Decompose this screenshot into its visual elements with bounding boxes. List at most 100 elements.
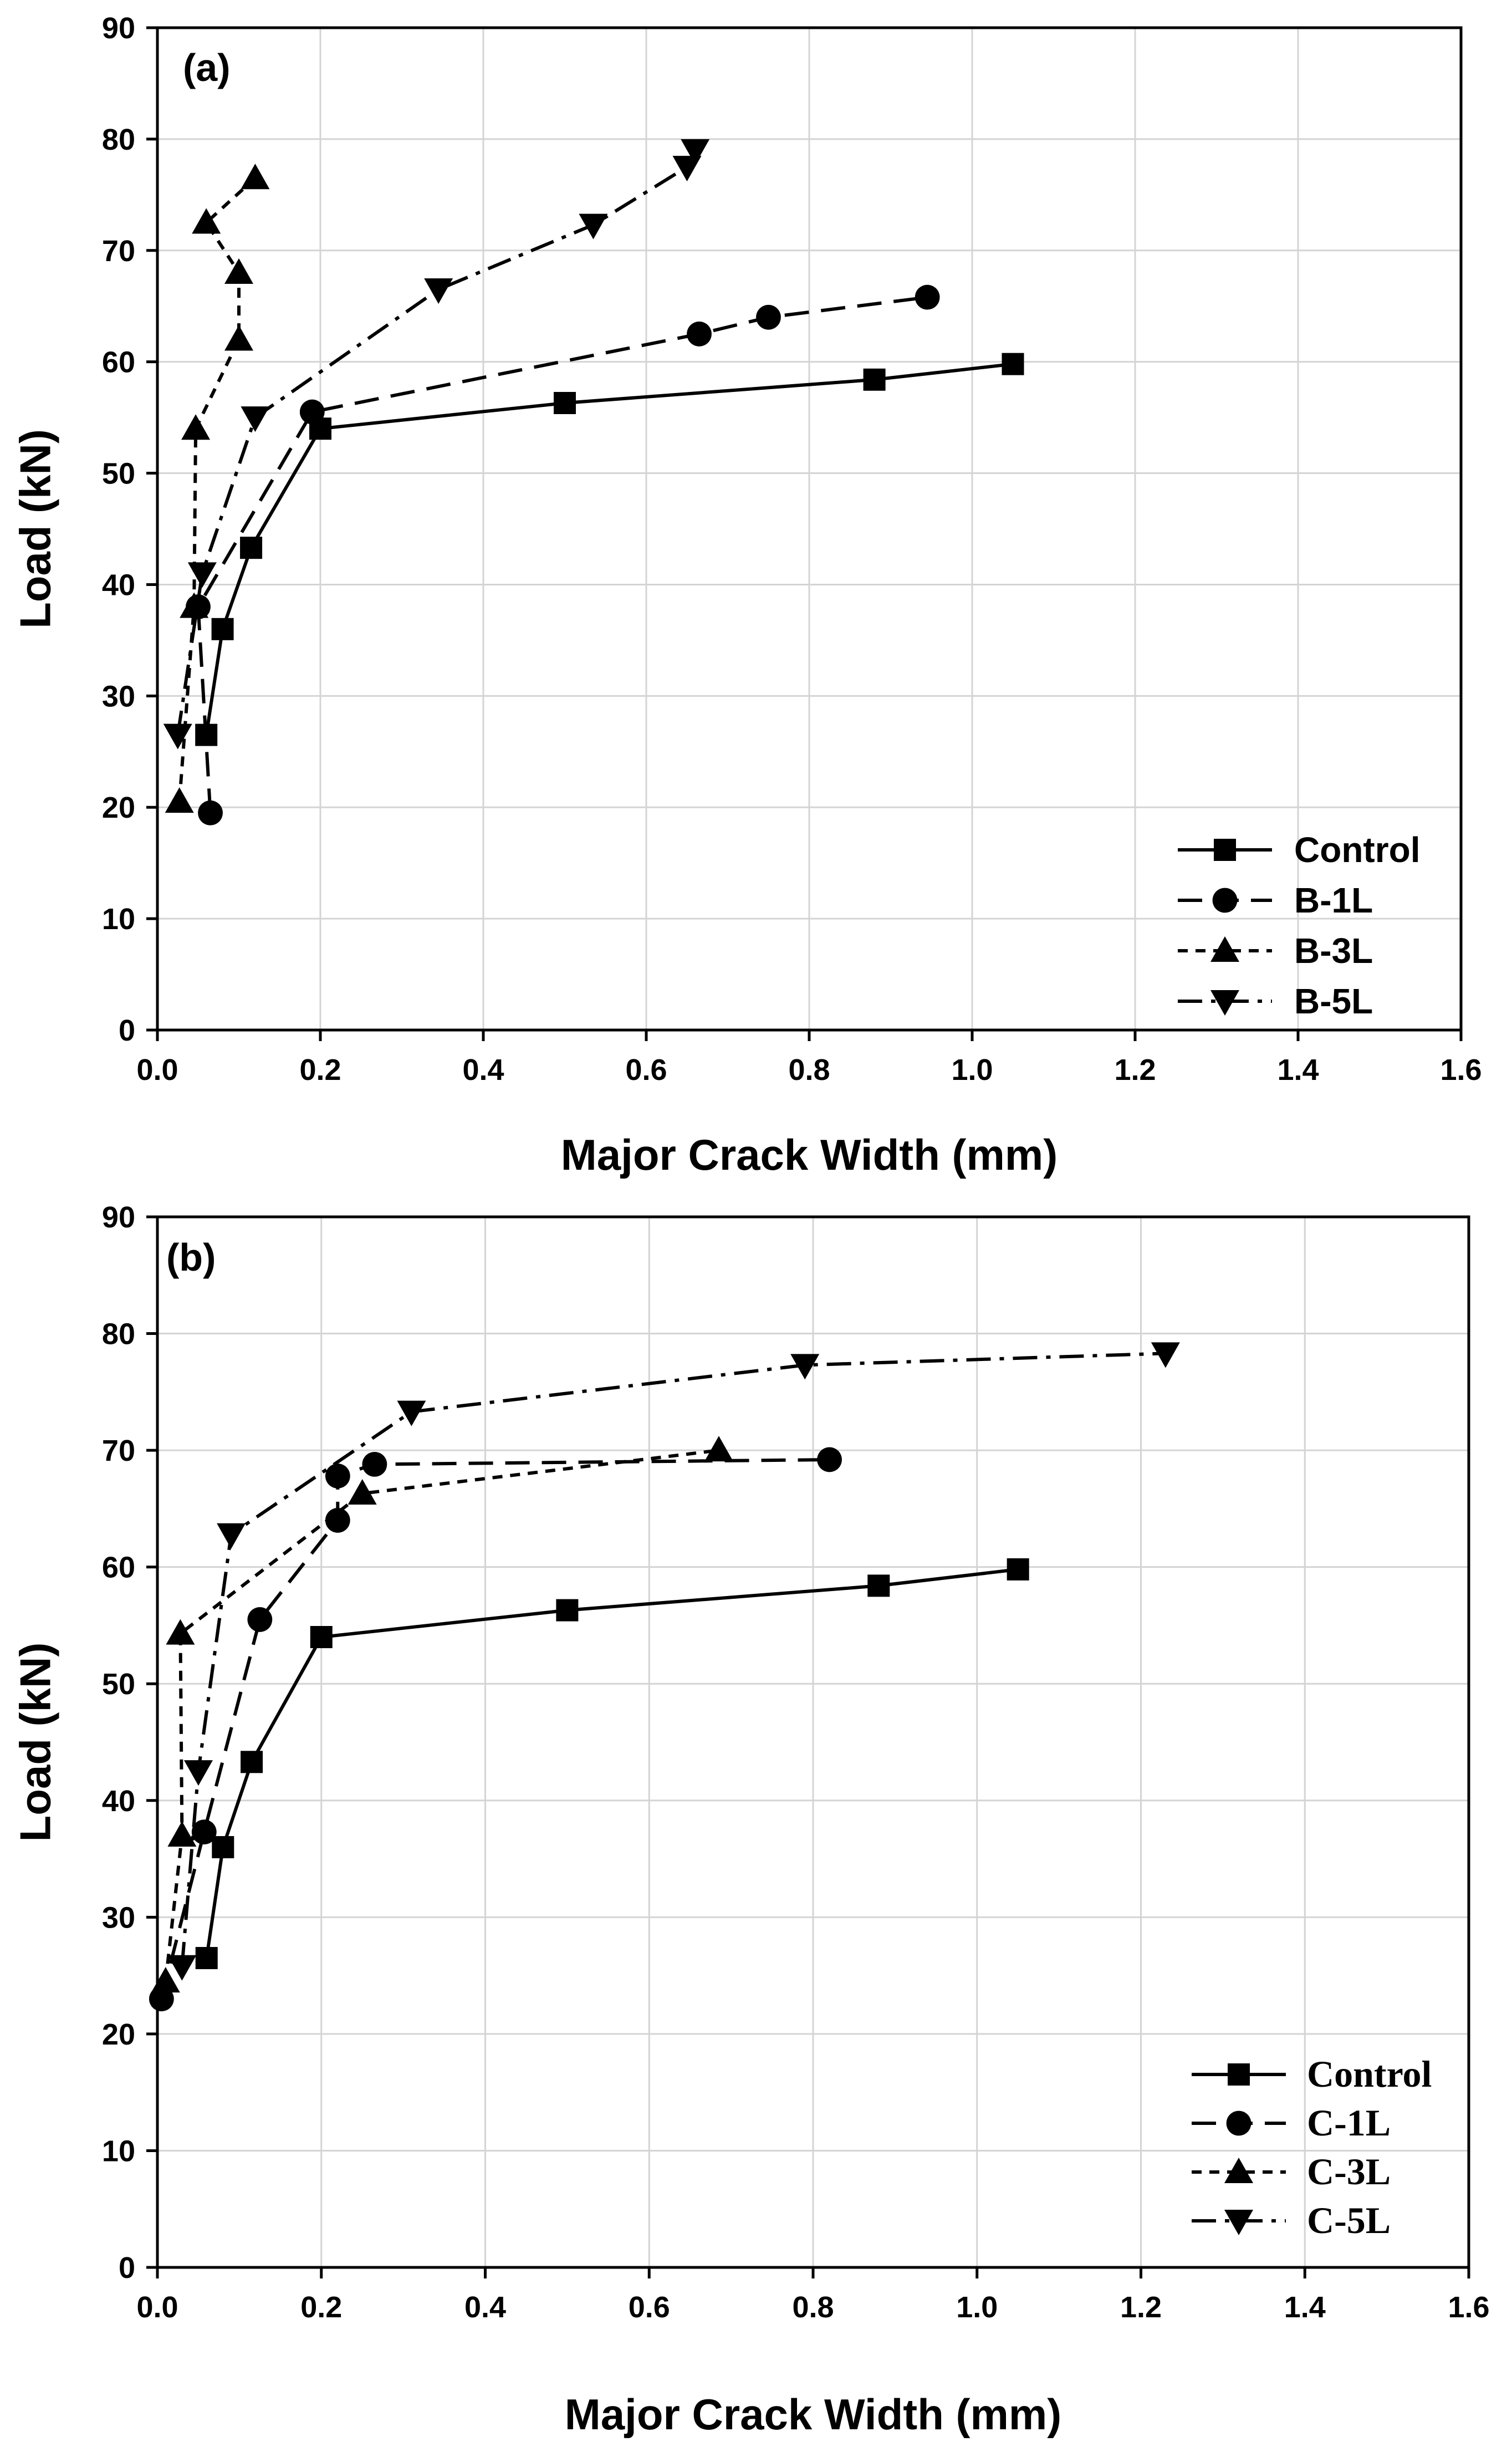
series-C-3L-line (164, 1449, 719, 1982)
legend-label: B-1L (1294, 880, 1373, 920)
y-tick-label: 30 (102, 1901, 135, 1934)
series-B-5L-point (681, 139, 710, 165)
y-tick-label: 50 (102, 457, 135, 491)
series-Control-point (863, 368, 886, 391)
legend-marker (1210, 990, 1239, 1016)
panel-a-legend: Control B-1L B-3L B-5L (1178, 830, 1421, 1021)
x-tick-label: 0.2 (300, 2291, 342, 2324)
x-tick-label: 0.6 (625, 1053, 667, 1087)
series-B-3L (165, 164, 270, 813)
series-B-1L-line (196, 295, 928, 813)
series-C-1L-point (325, 1508, 350, 1533)
series-B-1L-point (756, 304, 781, 330)
x-tick-label: 0.4 (464, 2291, 506, 2324)
x-tick-label: 1.6 (1440, 1053, 1482, 1087)
series-C-1L-point (362, 1451, 387, 1477)
y-tick-label: 60 (102, 346, 135, 379)
series-B-1L (186, 284, 940, 825)
x-tick-label: 1.0 (951, 1053, 993, 1087)
x-tick-label: 0.0 (136, 2291, 178, 2324)
x-tick-label: 0.8 (792, 2291, 834, 2324)
x-tick-label: 1.6 (1448, 2291, 1489, 2324)
series-Control-point (1007, 1558, 1029, 1581)
series-Control-point (1002, 353, 1024, 375)
series-Control-point (195, 1947, 218, 1970)
series-C-1L-point (149, 1986, 174, 2012)
y-tick-label: 80 (102, 1318, 135, 1351)
x-tick-label: 0.4 (462, 1053, 504, 1087)
legend-marker (1228, 2063, 1250, 2086)
series-C-1L-point (817, 1447, 842, 1472)
y-tick-label: 70 (102, 235, 135, 268)
series-C-3L-point (151, 1967, 180, 1993)
series-Control-point (310, 1626, 333, 1648)
y-tick-label: 10 (102, 903, 135, 936)
series-C-5L (167, 1342, 1180, 1981)
series-B-3L-point (192, 208, 221, 234)
legend-marker (1214, 839, 1236, 861)
y-tick-label: 60 (102, 1551, 135, 1584)
panel-b-y-axis-title: Load (kN) (11, 1643, 60, 1842)
series-C-1L-point (247, 1607, 273, 1632)
series-C-5L-point (167, 1955, 197, 1981)
series-C-1L-point (325, 1464, 350, 1488)
y-tick-label: 0 (119, 1014, 135, 1047)
y-tick-label: 40 (102, 568, 135, 601)
series-Control-point (241, 1751, 263, 1773)
series-Control-point (211, 618, 234, 640)
series-C-1L (149, 1447, 842, 2012)
series-B-3L-point (165, 787, 194, 813)
legend-label: Control (1307, 2053, 1432, 2095)
series-B-5L-point (424, 278, 453, 304)
series-B-5L-point (187, 562, 217, 588)
panel-a-gridlines (157, 28, 1461, 1030)
panel-b-chart: 0.0 0.2 0.4 0.6 0.8 1.0 1.2 1.4 1.6 0 10 20 30 40 50 60… (11, 1201, 1490, 2439)
series-B-3L-point (180, 592, 209, 618)
panel-a-chart: 0.0 0.2 0.4 0.6 0.8 1.0 1.2 1.4 1.6 0 10 20 30 40 50 60… (11, 12, 1482, 1179)
panel-a-label: (a) (183, 46, 231, 89)
series-B-1L-point (198, 800, 223, 825)
legend-label: Control (1294, 830, 1421, 870)
y-tick-label: 0 (119, 2251, 135, 2285)
series-B-1L-point (299, 399, 325, 425)
x-tick-label: 0.2 (299, 1053, 341, 1087)
series-B-3L-point (224, 325, 253, 351)
series-C-5L-line (180, 1352, 1166, 1967)
panel-b-x-axis-title: Major Crack Width (mm) (565, 2390, 1061, 2439)
legend-label: B-3L (1294, 931, 1373, 971)
series-Control (195, 1558, 1029, 1970)
series-B-5L-line (176, 149, 697, 736)
panel-b-label: (b) (166, 1236, 216, 1279)
x-tick-label: 0.6 (629, 2291, 670, 2324)
y-tick-label: 90 (102, 1201, 135, 1234)
y-tick-label: 40 (102, 1785, 135, 1818)
y-tick-label: 90 (102, 12, 135, 45)
panel-a-y-axis-title: Load (kN) (11, 429, 60, 629)
series-C-3L (151, 1436, 733, 1993)
x-tick-label: 0.8 (788, 1053, 830, 1087)
series-C-3L-point (348, 1479, 377, 1505)
series-C-5L-point (790, 1354, 820, 1380)
legend-marker (1224, 2210, 1253, 2235)
series-B-5L-point (163, 723, 192, 750)
y-tick-label: 20 (102, 2018, 135, 2051)
legend-label: C-5L (1307, 2199, 1391, 2241)
series-B-5L (163, 139, 710, 750)
x-tick-label: 1.4 (1284, 2291, 1326, 2324)
y-tick-label: 70 (102, 1434, 135, 1467)
y-tick-label: 20 (102, 791, 135, 824)
series-Control-point (240, 537, 263, 559)
panel-b-legend: Control C-1L C-3L C-5L (1192, 2053, 1432, 2241)
series-Control-point (867, 1574, 890, 1597)
legend-label: C-3L (1307, 2150, 1391, 2193)
series-C-3L-point (167, 1821, 197, 1847)
x-tick-label: 1.2 (1120, 2291, 1162, 2324)
y-tick-label: 80 (102, 123, 135, 156)
y-tick-label: 50 (102, 1668, 135, 1701)
series-B-3L-point (241, 164, 270, 190)
legend-marker (1224, 2158, 1253, 2183)
x-tick-label: 1.0 (956, 2291, 998, 2324)
legend-label: C-1L (1307, 2102, 1391, 2144)
series-Control-point (212, 1836, 234, 1858)
